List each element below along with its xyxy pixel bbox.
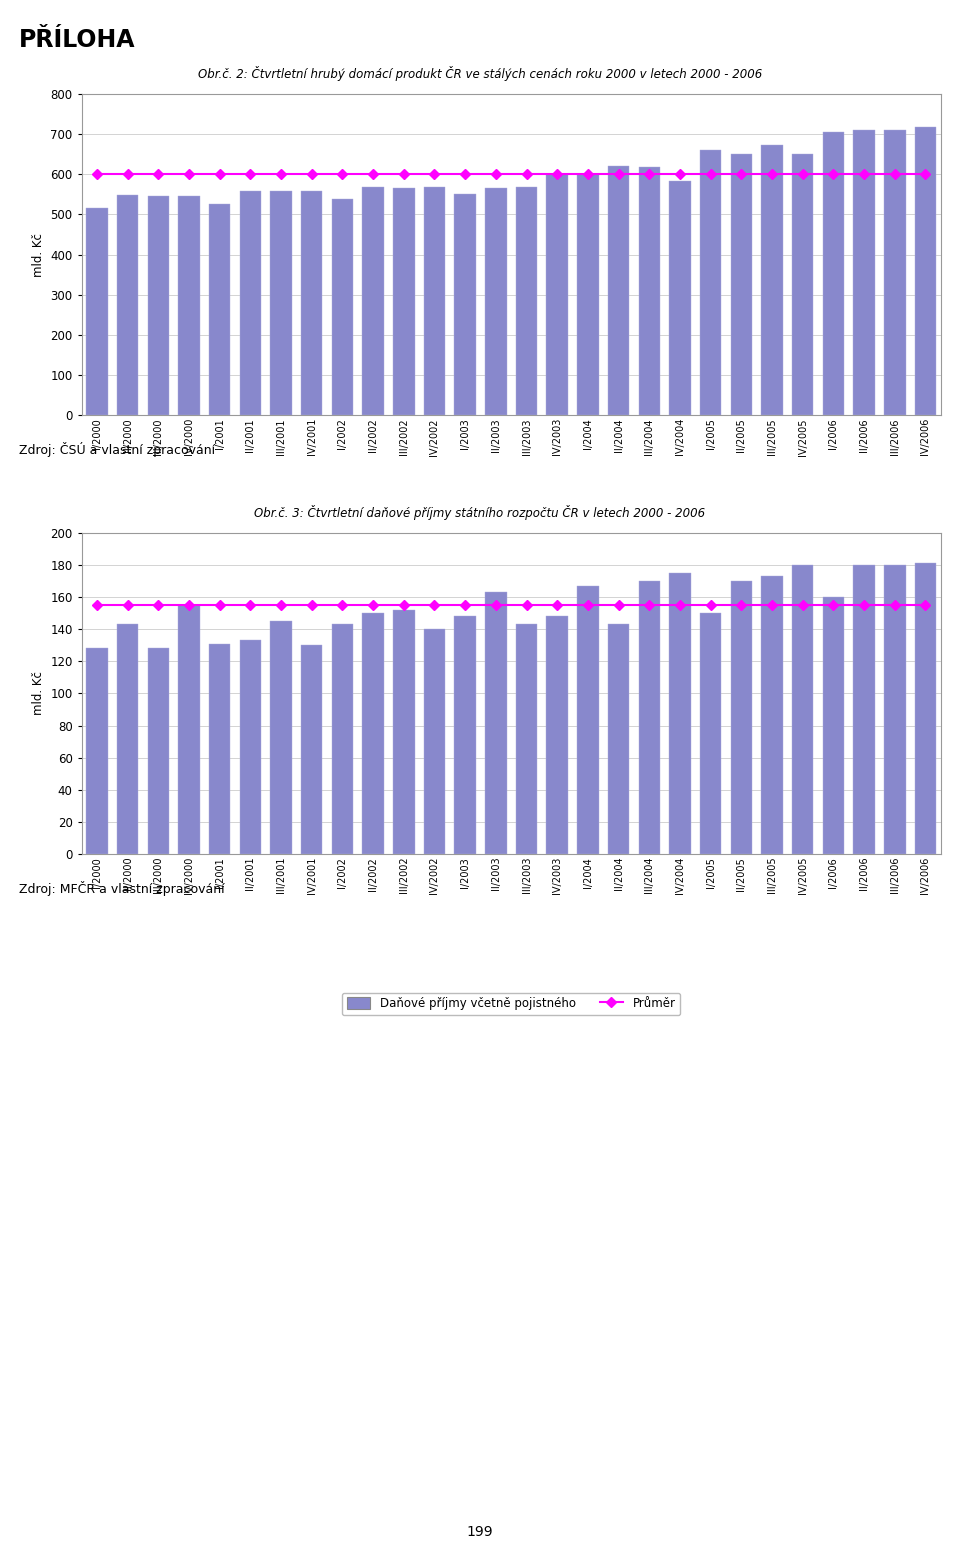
Y-axis label: mld. Kč: mld. Kč	[32, 233, 45, 276]
Bar	[485, 592, 507, 854]
Bar	[86, 649, 108, 854]
Bar	[148, 649, 169, 854]
Text: Zdroj: ČSÚ a vlastní zpracování: Zdroj: ČSÚ a vlastní zpracování	[19, 442, 215, 458]
Bar	[362, 613, 384, 854]
Bar	[179, 196, 200, 415]
Bar	[301, 646, 323, 854]
Bar	[423, 628, 445, 854]
Bar	[915, 563, 936, 854]
Bar	[148, 196, 169, 415]
Bar	[823, 597, 844, 854]
Bar	[362, 186, 384, 415]
Bar	[454, 194, 476, 415]
Bar	[393, 188, 415, 415]
Bar	[638, 168, 660, 415]
Bar	[240, 191, 261, 415]
Bar	[823, 132, 844, 415]
Legend: Daňové příjmy včetně pojistného, Průměr: Daňové příjmy včetně pojistného, Průměr	[342, 992, 681, 1015]
Bar	[731, 581, 752, 854]
Bar	[301, 191, 323, 415]
Bar	[884, 130, 905, 415]
Bar	[454, 616, 476, 854]
Bar	[577, 174, 599, 415]
Bar	[884, 564, 905, 854]
Bar	[209, 204, 230, 415]
Bar	[577, 586, 599, 854]
Text: PŘÍLOHA: PŘÍLOHA	[19, 28, 135, 52]
Bar	[731, 154, 752, 415]
Bar	[761, 577, 782, 854]
Bar	[546, 616, 568, 854]
Bar	[86, 208, 108, 415]
Bar	[853, 130, 875, 415]
Bar	[792, 564, 813, 854]
Bar	[332, 199, 353, 415]
Y-axis label: mld. Kč: mld. Kč	[32, 672, 45, 715]
Bar	[792, 154, 813, 415]
Text: Obr.č. 2: Čtvrtletní hrubý domácí produkt ČR ve stálých cenách roku 2000 v letec: Obr.č. 2: Čtvrtletní hrubý domácí produk…	[198, 66, 762, 81]
Text: Zdroj: MFČR a vlastní zpracování: Zdroj: MFČR a vlastní zpracování	[19, 881, 225, 896]
Bar	[608, 624, 630, 854]
Bar	[516, 186, 538, 415]
Legend: HDP ve stálých cenách 2000, Průměr HDP: HDP ve stálých cenách 2000, Průměr HDP	[342, 553, 681, 577]
Bar	[700, 613, 721, 854]
Bar	[117, 196, 138, 415]
Text: Obr.č. 3: Čtvrtletní daňové příjmy státního rozpočtu ČR v letech 2000 - 2006: Obr.č. 3: Čtvrtletní daňové příjmy státn…	[254, 505, 706, 520]
Bar	[638, 581, 660, 854]
Bar	[117, 624, 138, 854]
Bar	[179, 605, 200, 854]
Text: 199: 199	[467, 1525, 493, 1539]
Bar	[423, 186, 445, 415]
Bar	[271, 621, 292, 854]
Bar	[332, 624, 353, 854]
Bar	[546, 174, 568, 415]
Bar	[393, 610, 415, 854]
Bar	[608, 166, 630, 415]
Bar	[700, 150, 721, 415]
Bar	[915, 127, 936, 415]
Bar	[853, 564, 875, 854]
Bar	[271, 191, 292, 415]
Bar	[485, 188, 507, 415]
Bar	[761, 146, 782, 415]
Bar	[209, 644, 230, 854]
Bar	[669, 182, 690, 415]
Bar	[669, 574, 690, 854]
Bar	[516, 624, 538, 854]
Bar	[240, 641, 261, 854]
